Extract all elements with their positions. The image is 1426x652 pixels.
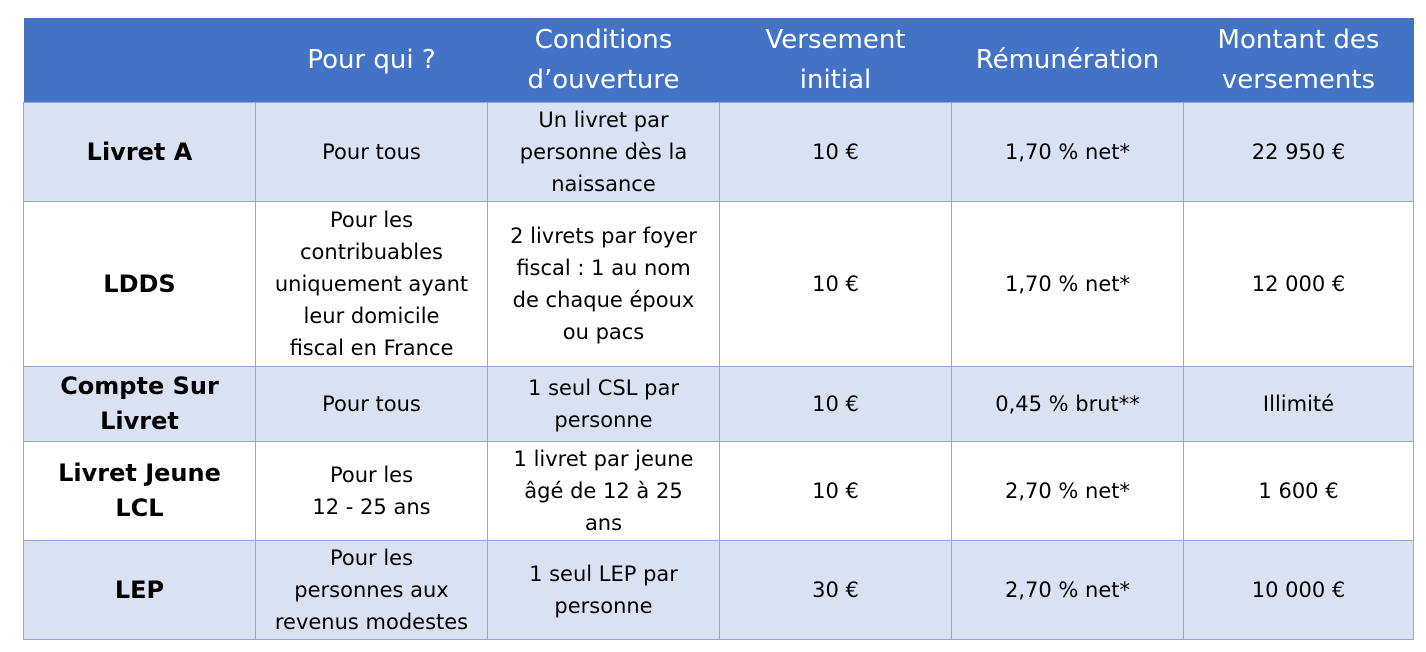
cell-remuneration: 1,70 % net* xyxy=(951,102,1184,202)
cell-remuneration: 2,70 % net* xyxy=(951,540,1184,640)
cell-montant: 22 950 € xyxy=(1183,102,1414,202)
table-row: Livret Jeune LCL Pour les 12 - 25 ans 1 … xyxy=(23,441,1414,541)
row-name: Compte Sur Livret xyxy=(23,366,256,442)
cell-pour-qui: Pour les 12 - 25 ans xyxy=(255,441,488,541)
cell-versement: 30 € xyxy=(719,540,952,640)
savings-comparison-table: Pour qui ? Conditions d’ouverture Versem… xyxy=(23,18,1414,640)
table-header: Pour qui ? Conditions d’ouverture Versem… xyxy=(23,18,1414,103)
table-row: Compte Sur Livret Pour tous 1 seul CSL p… xyxy=(23,366,1414,442)
cell-conditions: 1 seul LEP par personne xyxy=(487,540,720,640)
cell-conditions: 1 livret par jeune âgé de 12 à 25 ans xyxy=(487,441,720,541)
cell-montant: 12 000 € xyxy=(1183,201,1414,367)
cell-versement: 10 € xyxy=(719,201,952,367)
table-row: LEP Pour les personnes aux revenus modes… xyxy=(23,540,1414,640)
cell-versement: 10 € xyxy=(719,366,952,442)
cell-versement: 10 € xyxy=(719,102,952,202)
header-montant: Montant des versements xyxy=(1183,18,1414,103)
cell-conditions: 2 livrets par foyer fiscal : 1 au nom de… xyxy=(487,201,720,367)
header-row: Pour qui ? Conditions d’ouverture Versem… xyxy=(23,18,1414,103)
cell-montant: 10 000 € xyxy=(1183,540,1414,640)
savings-comparison-table-wrapper: Pour qui ? Conditions d’ouverture Versem… xyxy=(23,18,1414,640)
cell-pour-qui: Pour les contribuables uniquement ayant … xyxy=(255,201,488,367)
cell-montant: Illimité xyxy=(1183,366,1414,442)
header-conditions: Conditions d’ouverture xyxy=(487,18,720,103)
row-name: Livret Jeune LCL xyxy=(23,441,256,541)
cell-pour-qui: Pour tous xyxy=(255,366,488,442)
row-name: LDDS xyxy=(23,201,256,367)
header-pour-qui: Pour qui ? xyxy=(255,18,488,103)
table-body: Livret A Pour tous Un livret par personn… xyxy=(23,102,1414,640)
cell-conditions: Un livret par personne dès la naissance xyxy=(487,102,720,202)
cell-pour-qui: Pour tous xyxy=(255,102,488,202)
cell-remuneration: 2,70 % net* xyxy=(951,441,1184,541)
cell-versement: 10 € xyxy=(719,441,952,541)
row-name: Livret A xyxy=(23,102,256,202)
row-name: LEP xyxy=(23,540,256,640)
cell-montant: 1 600 € xyxy=(1183,441,1414,541)
cell-remuneration: 0,45 % brut** xyxy=(951,366,1184,442)
header-remuneration: Rémunération xyxy=(951,18,1184,103)
cell-remuneration: 1,70 % net* xyxy=(951,201,1184,367)
cell-pour-qui: Pour les personnes aux revenus modestes xyxy=(255,540,488,640)
header-empty xyxy=(23,18,256,103)
cell-conditions: 1 seul CSL par personne xyxy=(487,366,720,442)
table-row: Livret A Pour tous Un livret par personn… xyxy=(23,102,1414,202)
header-versement-initial: Versement initial xyxy=(719,18,952,103)
table-row: LDDS Pour les contribuables uniquement a… xyxy=(23,201,1414,367)
